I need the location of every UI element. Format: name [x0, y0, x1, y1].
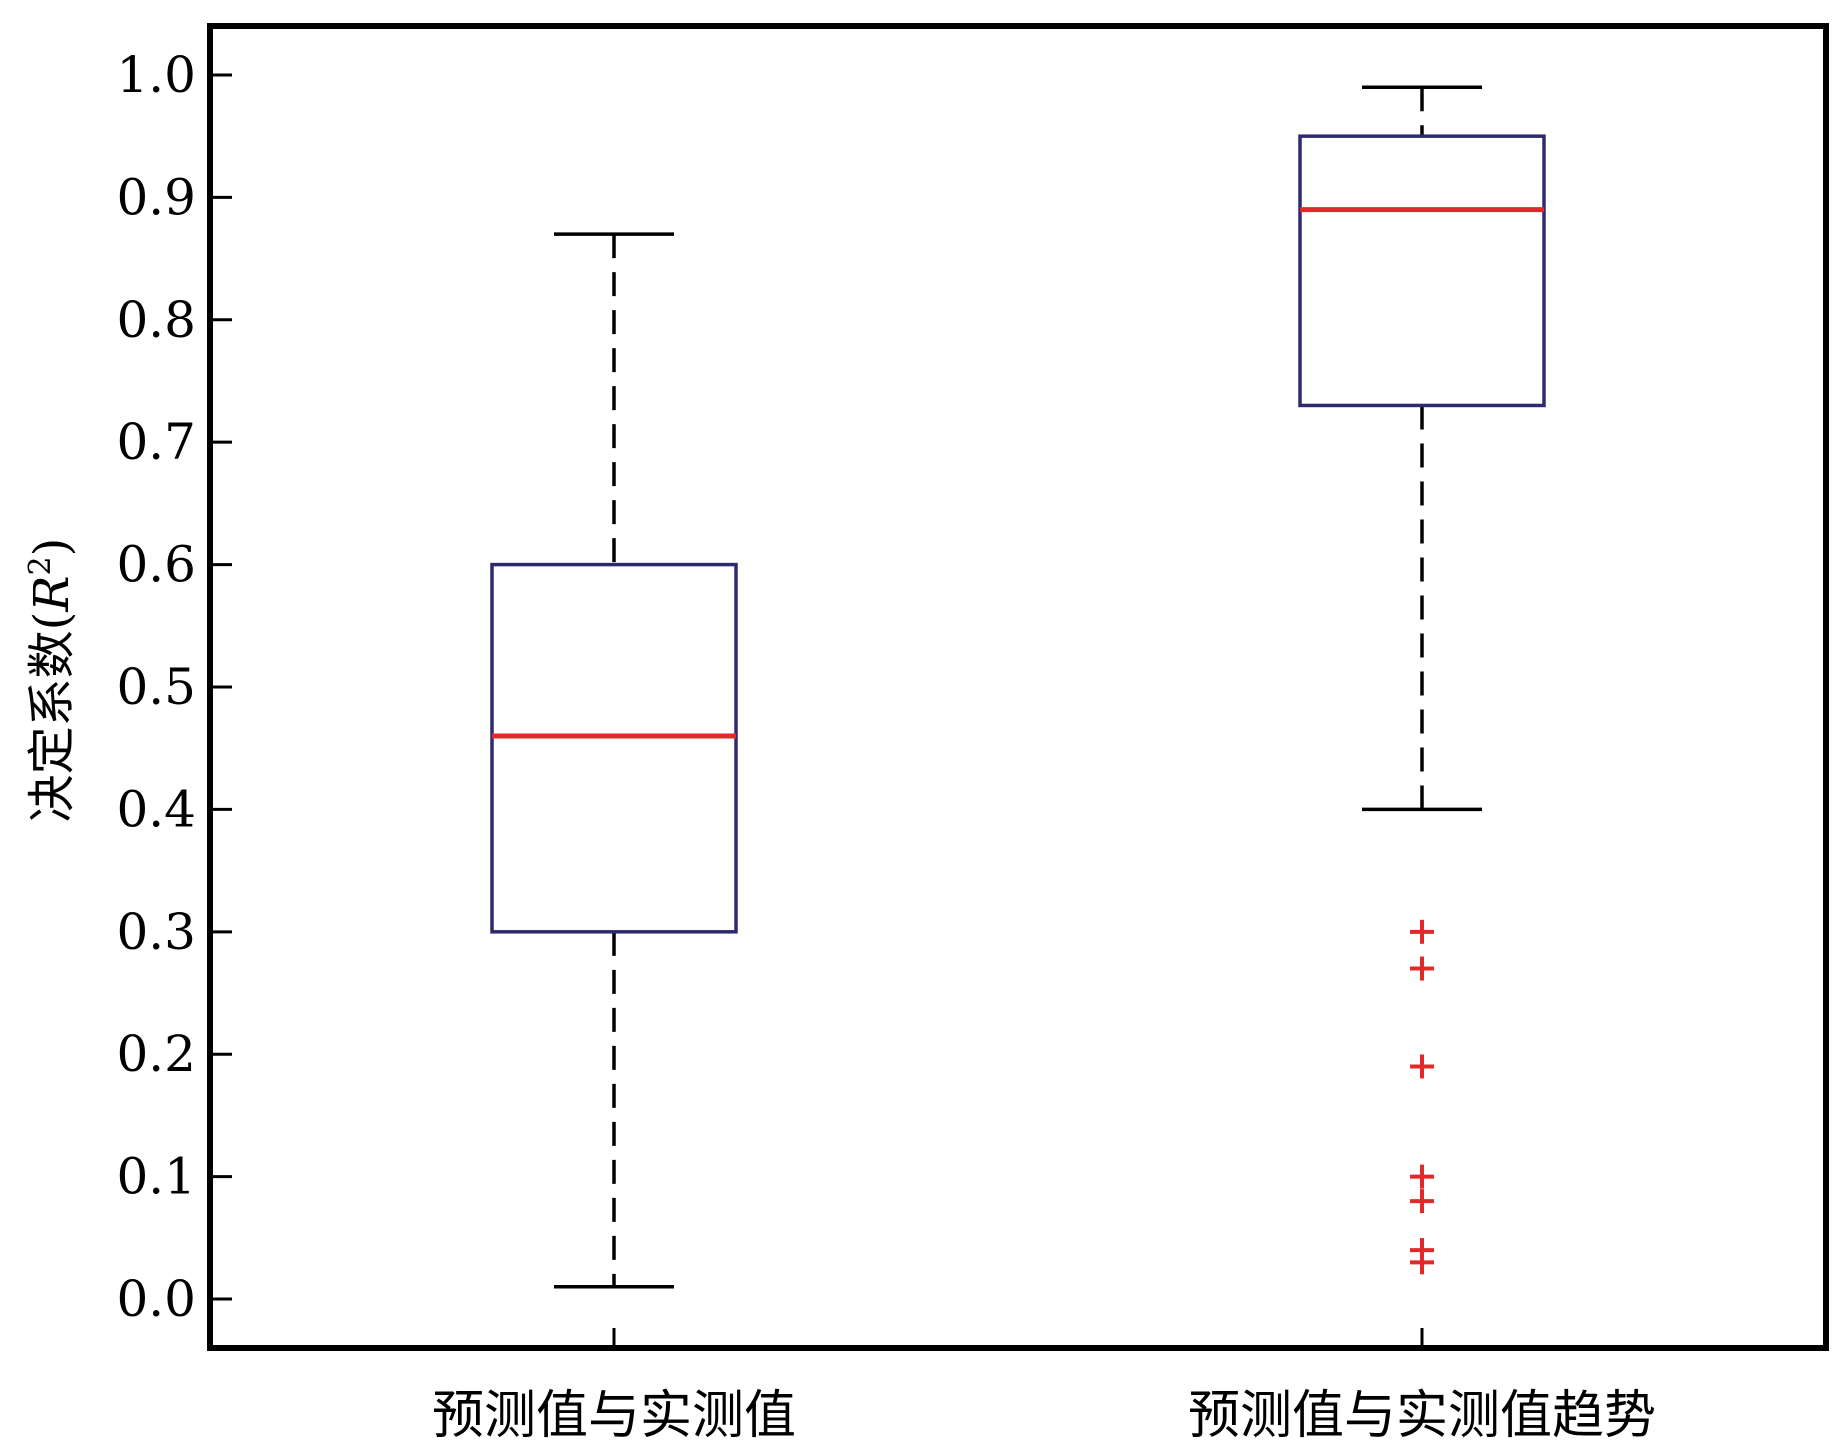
x-axis-ticks: 预测值与实测值 预测值与实测值趋势 — [432, 1328, 1656, 1446]
outlier-marker — [1410, 1189, 1434, 1214]
y-axis-label-sup: 2 — [23, 556, 58, 575]
y-axis-label-var: R — [24, 575, 80, 612]
y-tick-label: 0.3 — [116, 903, 196, 961]
x-category-label: 预测值与实测值趋势 — [1188, 1386, 1656, 1446]
interquartile-box — [1298, 134, 1546, 408]
y-tick-label: 0.8 — [116, 291, 196, 349]
box-group — [1298, 85, 1546, 1275]
outlier-marker — [1410, 919, 1434, 944]
box-group — [490, 232, 738, 1289]
x-category-label: 预测值与实测值 — [432, 1386, 796, 1446]
y-axis-label-close: ) — [24, 538, 80, 557]
y-tick-label: 0.9 — [116, 168, 196, 226]
outlier-marker — [1410, 1164, 1434, 1189]
y-tick-label: 0.5 — [116, 658, 196, 716]
y-tick-label: 0.4 — [116, 780, 196, 838]
y-tick-label: 0.6 — [116, 536, 196, 594]
y-tick-label: 0.1 — [116, 1148, 196, 1206]
y-axis-ticks: 0.0 0.1 0.2 0.3 0.4 0.5 0.6 0.7 0.8 0.9 1.0 — [116, 46, 232, 1328]
box-series — [490, 85, 1546, 1289]
outlier-marker — [1410, 956, 1434, 981]
y-tick-label: 1.0 — [116, 46, 196, 104]
y-tick-label: 0.0 — [116, 1270, 196, 1328]
y-axis-label: 决定系数(R2) — [23, 538, 80, 823]
outlier-marker — [1410, 1250, 1434, 1275]
plot-frame — [207, 23, 1829, 1351]
outlier-marker — [1410, 1054, 1434, 1079]
y-tick-label: 0.7 — [116, 413, 196, 471]
y-axis-label-main: 决定系数( — [24, 612, 80, 823]
interquartile-box — [490, 562, 738, 934]
y-tick-label: 0.2 — [116, 1025, 196, 1083]
